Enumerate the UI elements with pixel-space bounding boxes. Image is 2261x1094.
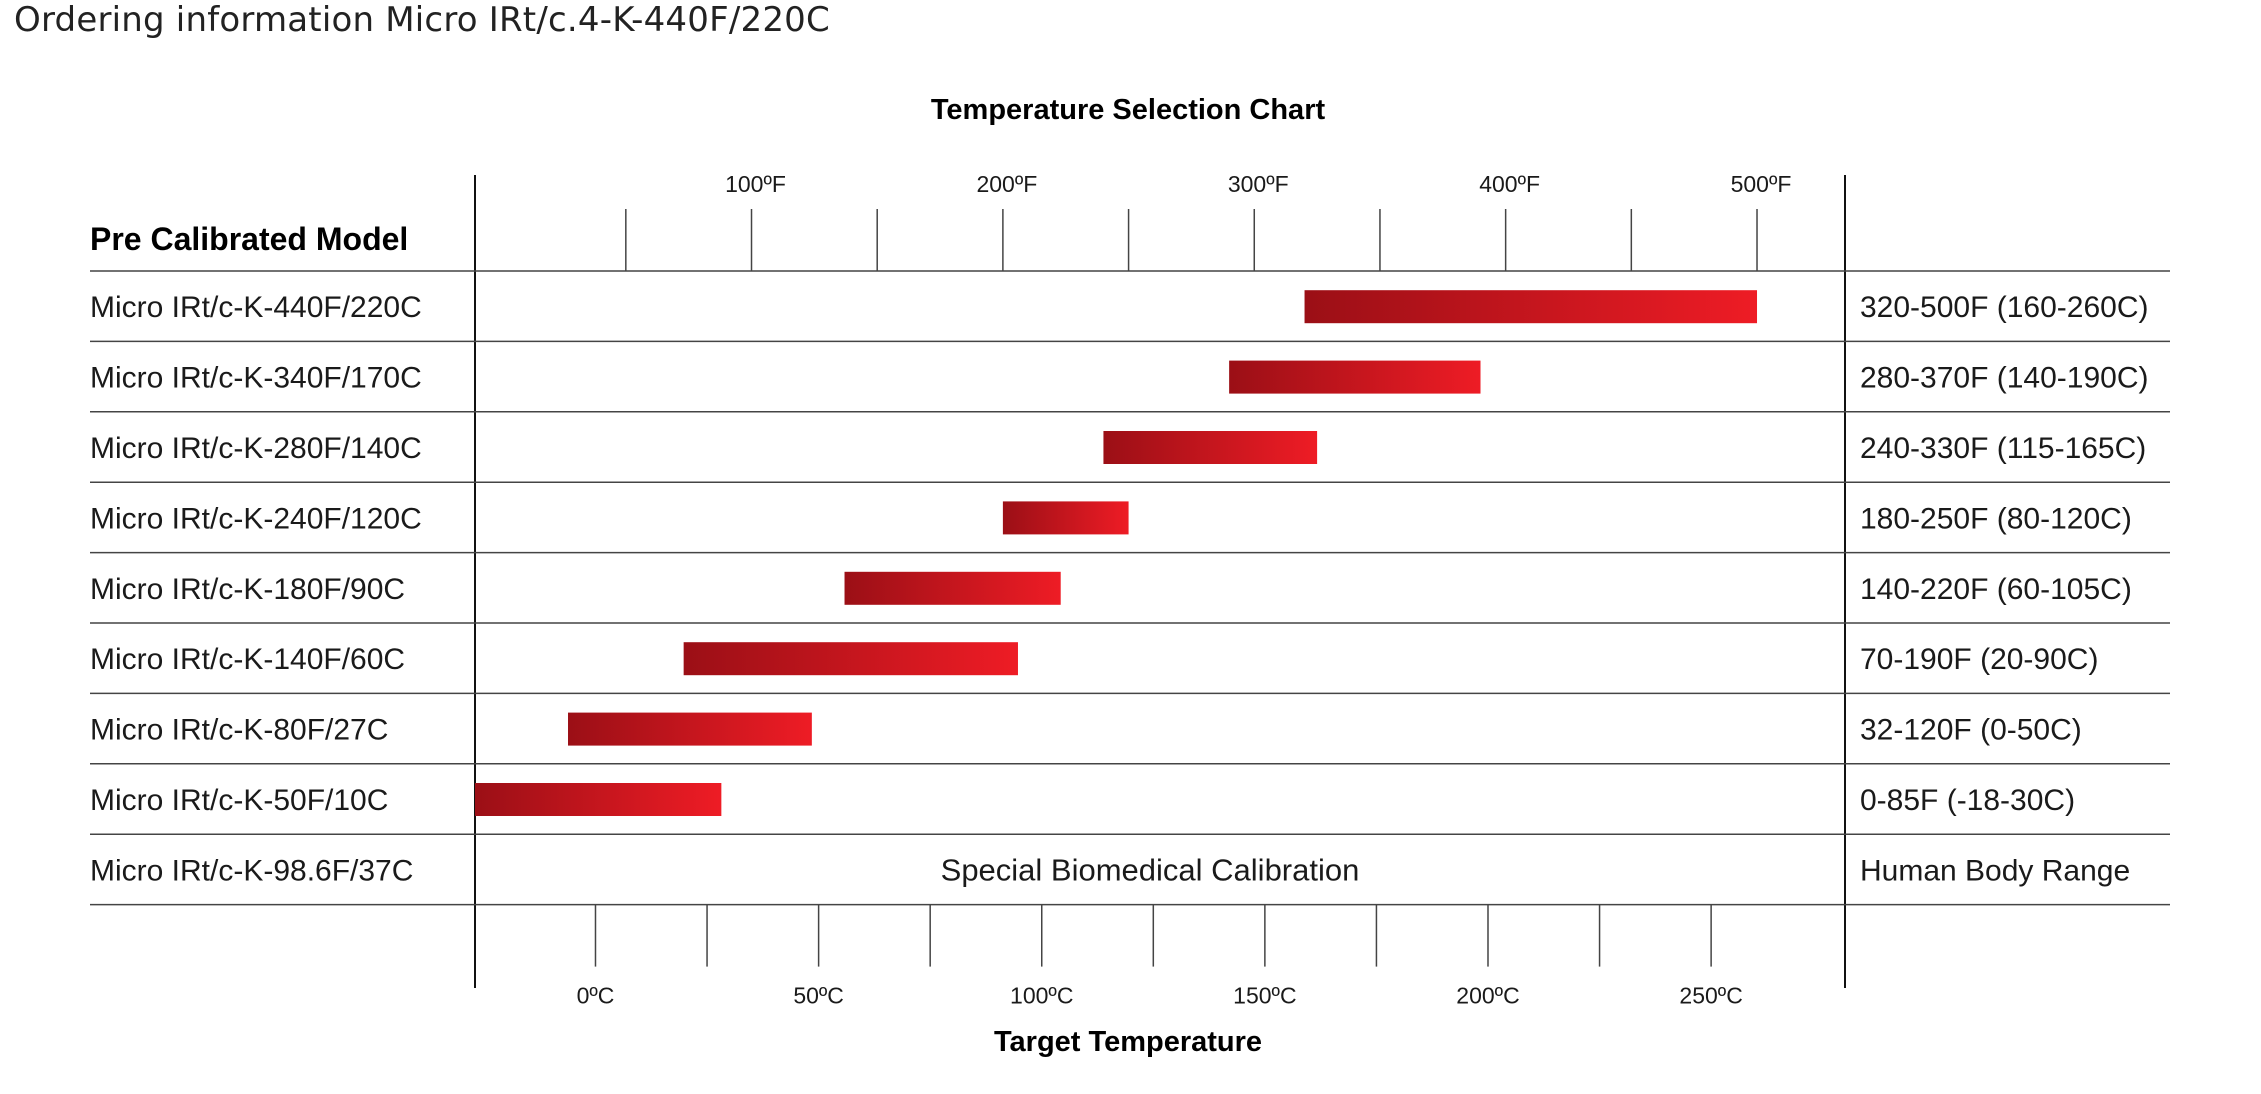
range-bar	[1002, 501, 1129, 535]
range-label: 280-370F (140-190C)	[1860, 362, 2149, 395]
model-name: Micro IRt/c-K-340F/170C	[90, 362, 422, 395]
range-label: 32-120F (0-50C)	[1860, 714, 2082, 747]
range-bar	[1304, 290, 1758, 324]
bottom-axis-tick-label: 100ºC	[1010, 983, 1073, 1009]
model-name: Micro IRt/c-K-98.6F/37C	[90, 854, 413, 887]
model-name: Micro IRt/c-K-50F/10C	[90, 784, 388, 817]
model-name: Micro IRt/c-K-440F/220C	[90, 291, 422, 324]
model-name: Micro IRt/c-K-80F/27C	[90, 714, 388, 747]
table-row: Micro IRt/c-K-140F/60C 70-190F (20-90C)	[90, 642, 2098, 676]
model-name: Micro IRt/c-K-280F/140C	[90, 432, 422, 465]
range-label: 240-330F (115-165C)	[1860, 432, 2146, 465]
range-label: 180-250F (80-120C)	[1860, 502, 2132, 535]
bottom-axis-tick-label: 200ºC	[1456, 983, 1519, 1009]
model-name: Micro IRt/c-K-240F/120C	[90, 502, 422, 535]
top-axis-tick-label: 100ºF	[725, 171, 786, 197]
chart-title: Temperature Selection Chart	[931, 94, 1326, 126]
bottom-axis-tick-label: 150ºC	[1233, 983, 1296, 1009]
table-row: Micro IRt/c-K-240F/120C 180-250F (80-120C…	[90, 501, 2132, 535]
table-row: Micro IRt/c-K-340F/170C 280-370F (140-190…	[90, 360, 2149, 395]
bottom-axis-tick-label: 50ºC	[793, 983, 844, 1009]
x-axis-label: Target Temperature	[994, 1026, 1262, 1058]
bottom-axis-tick-label: 0ºC	[577, 983, 615, 1009]
bottom-axis-tick-label: 250ºC	[1679, 983, 1742, 1009]
top-axis-ticks: 100ºF 200ºF 300ºF 400ºF 500ºF	[625, 171, 1792, 271]
range-bar	[844, 571, 1061, 605]
range-bar	[1103, 431, 1318, 464]
range-bar	[1229, 360, 1481, 394]
top-axis-tick-label: 400ºF	[1479, 171, 1540, 197]
range-label: 0-85F (-18-30C)	[1860, 784, 2075, 817]
bottom-axis-ticks: 0ºC 50ºC 100ºC 150ºC 200ºC 250ºC	[577, 904, 1743, 1009]
page-heading: Ordering information Micro IRt/c.4-K-440…	[14, 0, 830, 40]
top-axis-tick-label: 300ºF	[1228, 171, 1289, 197]
table-row: Micro IRt/c-K-440F/220C 320-500F (160-260…	[90, 290, 2149, 324]
range-bar	[568, 712, 812, 746]
top-axis-tick-label: 500ºF	[1731, 171, 1792, 197]
model-rows: Micro IRt/c-K-440F/220C 320-500F (160-260…	[90, 290, 2149, 887]
row-header: Pre Calibrated Model	[90, 221, 408, 257]
range-bar	[475, 783, 722, 816]
table-row: Micro IRt/c-K-280F/140C 240-330F (115-165…	[90, 431, 2146, 465]
range-label: Human Body Range	[1860, 854, 2130, 887]
range-label: 140-220F (60-105C)	[1860, 573, 2132, 606]
range-label: 70-190F (20-90C)	[1860, 643, 2098, 676]
range-bar	[683, 642, 1018, 676]
model-name: Micro IRt/c-K-180F/90C	[90, 573, 405, 606]
table-row: Micro IRt/c-K-180F/90C 140-220F (60-105C)	[90, 571, 2132, 606]
table-row: Micro IRt/c-K-80F/27C 32-120F (0-50C)	[90, 712, 2082, 747]
special-calibration-label: Special Biomedical Calibration	[941, 852, 1360, 887]
special-row: Micro IRt/c-K-98.6F/37C Special Biomedica…	[90, 852, 2130, 887]
model-name: Micro IRt/c-K-140F/60C	[90, 643, 405, 676]
top-axis-tick-label: 200ºF	[976, 171, 1037, 197]
table-row: Micro IRt/c-K-50F/10C 0-85F (-18-30C)	[90, 783, 2075, 817]
table-lines	[90, 175, 2170, 988]
range-label: 320-500F (160-260C)	[1860, 291, 2149, 324]
